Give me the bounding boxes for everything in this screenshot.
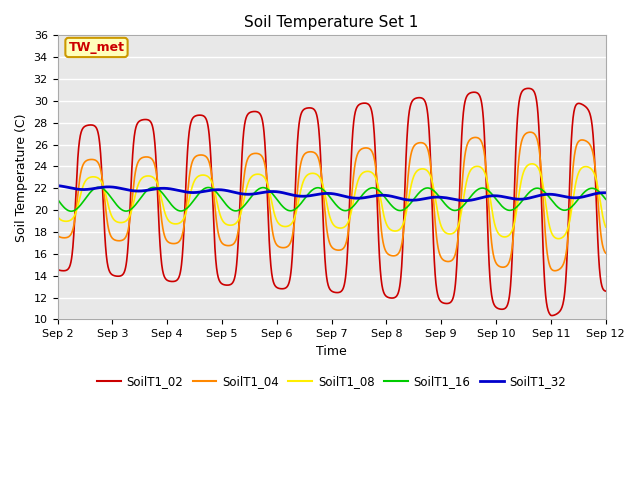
SoilT1_04 xyxy=(602,250,609,256)
SoilT1_04 xyxy=(306,149,314,155)
SoilT1_32 xyxy=(586,192,594,198)
SoilT1_32 xyxy=(306,193,314,199)
Text: TW_met: TW_met xyxy=(68,41,125,54)
SoilT1_04 xyxy=(586,143,594,148)
SoilT1_04 xyxy=(82,158,90,164)
SoilT1_02 xyxy=(586,111,594,117)
SoilT1_32 xyxy=(586,192,594,198)
Line: SoilT1_08: SoilT1_08 xyxy=(58,164,605,239)
Line: SoilT1_32: SoilT1_32 xyxy=(58,186,605,201)
SoilT1_08 xyxy=(555,236,563,241)
SoilT1_16 xyxy=(82,195,90,201)
SoilT1_08 xyxy=(82,178,90,184)
Title: Soil Temperature Set 1: Soil Temperature Set 1 xyxy=(244,15,419,30)
SoilT1_02 xyxy=(54,266,61,272)
SoilT1_32 xyxy=(602,190,609,196)
SoilT1_04 xyxy=(551,268,559,274)
SoilT1_04 xyxy=(586,142,594,148)
SoilT1_02 xyxy=(586,112,594,118)
SoilT1_16 xyxy=(586,186,594,192)
SoilT1_32 xyxy=(320,191,328,196)
SoilT1_02 xyxy=(320,240,328,246)
SoilT1_02 xyxy=(485,262,493,267)
SoilT1_16 xyxy=(54,196,61,202)
SoilT1_02 xyxy=(525,85,532,91)
Line: SoilT1_02: SoilT1_02 xyxy=(58,88,605,315)
SoilT1_04 xyxy=(320,199,328,204)
SoilT1_08 xyxy=(54,214,61,219)
Y-axis label: Soil Temperature (C): Soil Temperature (C) xyxy=(15,113,28,241)
Line: SoilT1_04: SoilT1_04 xyxy=(58,132,605,271)
SoilT1_16 xyxy=(486,189,493,195)
SoilT1_16 xyxy=(307,189,314,195)
SoilT1_08 xyxy=(586,165,594,171)
SoilT1_32 xyxy=(54,183,61,189)
SoilT1_02 xyxy=(548,312,556,318)
SoilT1_02 xyxy=(306,105,314,111)
X-axis label: Time: Time xyxy=(316,345,347,358)
SoilT1_16 xyxy=(95,184,102,190)
SoilT1_02 xyxy=(82,123,90,129)
SoilT1_08 xyxy=(306,171,314,177)
SoilT1_16 xyxy=(586,186,594,192)
SoilT1_08 xyxy=(485,189,493,194)
SoilT1_08 xyxy=(586,165,594,171)
SoilT1_32 xyxy=(486,193,493,199)
SoilT1_08 xyxy=(528,161,536,167)
SoilT1_04 xyxy=(527,129,534,135)
SoilT1_08 xyxy=(320,187,328,193)
SoilT1_32 xyxy=(82,187,90,192)
SoilT1_16 xyxy=(67,208,75,214)
SoilT1_04 xyxy=(54,232,61,238)
SoilT1_08 xyxy=(602,224,609,230)
Line: SoilT1_16: SoilT1_16 xyxy=(58,187,605,211)
SoilT1_04 xyxy=(485,210,493,216)
SoilT1_02 xyxy=(602,288,609,294)
SoilT1_32 xyxy=(461,198,469,204)
SoilT1_16 xyxy=(602,196,609,202)
SoilT1_16 xyxy=(321,188,328,194)
Legend: SoilT1_02, SoilT1_04, SoilT1_08, SoilT1_16, SoilT1_32: SoilT1_02, SoilT1_04, SoilT1_08, SoilT1_… xyxy=(92,371,571,393)
